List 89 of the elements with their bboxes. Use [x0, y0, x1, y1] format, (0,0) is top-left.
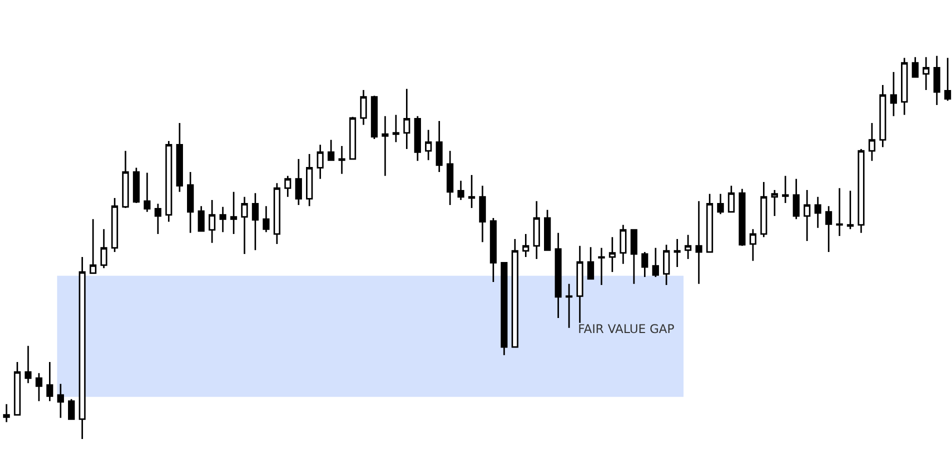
candlestick [728, 185, 735, 213]
candlestick [154, 203, 162, 235]
candlestick [132, 167, 140, 204]
candlestick [587, 246, 594, 280]
candlestick [274, 182, 280, 245]
candlestick [760, 181, 768, 238]
candlestick [111, 197, 118, 253]
candlestick [295, 158, 302, 206]
candlestick [792, 178, 800, 220]
candlestick [3, 403, 10, 423]
candlestick [392, 114, 400, 143]
candlestick [522, 233, 530, 258]
candlestick [382, 115, 389, 177]
candlestick [782, 175, 789, 204]
candlestick [446, 150, 454, 206]
candlestick [370, 95, 378, 140]
candlestick [414, 115, 421, 162]
candlestick [468, 174, 476, 209]
candlestick [360, 89, 367, 126]
candlestick [284, 175, 292, 198]
candlestick [262, 205, 270, 233]
candlestick [57, 383, 64, 419]
candlestick [165, 140, 172, 223]
candlestick [122, 150, 129, 209]
candlestick [912, 56, 919, 79]
candlestick [457, 180, 464, 201]
candlestick [641, 251, 648, 278]
candlestick [14, 361, 21, 416]
candlestick [198, 205, 205, 232]
candlestick [804, 189, 810, 242]
candlestick [36, 372, 42, 402]
candlestick [868, 122, 876, 162]
candlestick [349, 116, 356, 160]
candlestick [620, 224, 627, 265]
candlestick [901, 57, 908, 116]
candlestick [490, 217, 497, 283]
band-label: FAIR VALUE GAP [578, 322, 674, 336]
candlestick [663, 244, 670, 286]
candlestick [717, 193, 724, 215]
candlestick [100, 228, 108, 269]
candlestick [674, 238, 681, 268]
candlestick [436, 120, 443, 173]
candlestick [252, 192, 259, 251]
candlestick [846, 190, 854, 230]
candlestick [328, 139, 334, 162]
candlestick [241, 196, 248, 255]
candlestick [684, 234, 692, 260]
candlestick [695, 200, 702, 285]
candlestick [24, 345, 32, 384]
candlestick [566, 283, 572, 329]
candlestick [630, 229, 638, 285]
candlestick [576, 245, 584, 324]
candlestick [306, 153, 313, 207]
candlestick [598, 247, 605, 286]
candlestick [479, 185, 486, 243]
candlestick [144, 172, 151, 213]
candlestick [771, 189, 778, 217]
candlestick [706, 193, 714, 253]
candlestick [738, 188, 746, 247]
candlestick [90, 218, 96, 274]
candlestick [219, 206, 226, 233]
candlestick [533, 200, 540, 260]
candlestick [825, 205, 832, 253]
candlestick [187, 171, 194, 234]
candlestick [208, 199, 216, 244]
candlestick [78, 256, 86, 440]
candlestick [512, 238, 518, 348]
candlestick [608, 236, 616, 273]
candlestick [544, 209, 551, 251]
candlestick [554, 232, 562, 319]
candlestick [750, 228, 756, 262]
candlestick [68, 398, 75, 420]
candlestick [814, 196, 822, 229]
candlestick [500, 262, 508, 356]
candlestick [403, 88, 410, 150]
candlestick [836, 187, 843, 237]
candlestick [316, 144, 324, 180]
candlestick [890, 71, 897, 117]
candlestick [230, 191, 238, 235]
candlestick [652, 247, 659, 278]
candlestick [944, 57, 952, 102]
candlestick [46, 361, 54, 402]
candlestick [879, 84, 886, 148]
candlestick [338, 145, 346, 175]
candlestick [176, 122, 183, 193]
candlestick [933, 55, 940, 106]
candlestick [922, 56, 930, 91]
candlestick [425, 129, 432, 161]
candlestick [858, 148, 865, 234]
